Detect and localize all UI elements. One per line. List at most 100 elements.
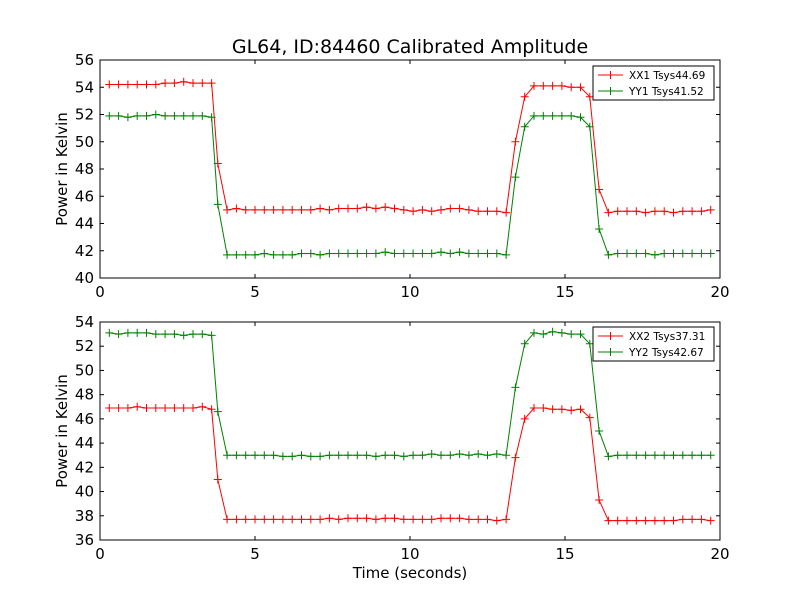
data-point-marker bbox=[232, 451, 241, 460]
data-point-marker bbox=[632, 451, 641, 460]
data-point-marker bbox=[706, 516, 715, 525]
data-point-marker bbox=[223, 515, 232, 524]
data-point-marker bbox=[260, 205, 269, 214]
data-point-marker bbox=[399, 205, 408, 214]
y-tick-label: 52 bbox=[75, 337, 94, 355]
data-point-marker bbox=[269, 250, 278, 259]
data-point-marker bbox=[576, 330, 585, 339]
data-point-marker bbox=[399, 249, 408, 258]
data-point-marker bbox=[437, 248, 445, 257]
data-point-marker bbox=[650, 451, 659, 460]
data-point-marker bbox=[390, 249, 399, 258]
data-point-marker bbox=[455, 204, 464, 213]
data-point-marker bbox=[390, 514, 399, 523]
data-point-marker bbox=[390, 451, 399, 460]
y-tick-label: 40 bbox=[75, 483, 94, 501]
data-point-marker bbox=[418, 205, 427, 214]
data-point-marker bbox=[585, 339, 594, 348]
data-point-marker bbox=[123, 113, 132, 122]
data-point-marker bbox=[548, 111, 557, 120]
data-point-marker bbox=[105, 80, 114, 89]
data-point-marker bbox=[316, 515, 325, 524]
data-point-marker bbox=[223, 451, 232, 460]
data-point-marker bbox=[161, 111, 170, 120]
data-point-marker bbox=[483, 515, 492, 524]
data-point-marker bbox=[585, 122, 594, 131]
data-point-marker bbox=[105, 111, 114, 120]
data-point-marker bbox=[464, 249, 473, 258]
data-point-marker bbox=[189, 79, 197, 88]
data-point-marker bbox=[179, 111, 188, 120]
data-point-marker bbox=[641, 451, 650, 460]
data-point-marker bbox=[133, 328, 142, 337]
data-point-marker bbox=[278, 515, 287, 524]
data-point-marker bbox=[334, 249, 343, 258]
data-point-marker bbox=[437, 205, 445, 214]
data-point-marker bbox=[353, 514, 362, 523]
legend-marker bbox=[606, 348, 615, 356]
data-point-marker bbox=[297, 515, 306, 524]
data-point-marker bbox=[409, 249, 418, 258]
data-point-marker bbox=[632, 249, 641, 258]
data-point-marker bbox=[697, 515, 706, 524]
data-point-marker bbox=[688, 249, 697, 258]
data-point-marker bbox=[437, 451, 445, 460]
y-tick-label: 48 bbox=[75, 160, 94, 178]
data-point-marker bbox=[123, 328, 132, 337]
data-point-marker bbox=[325, 249, 334, 258]
data-point-marker bbox=[502, 250, 511, 259]
data-point-marker bbox=[660, 451, 669, 460]
data-point-marker bbox=[613, 451, 622, 460]
data-point-marker bbox=[678, 249, 687, 258]
data-point-marker bbox=[474, 515, 483, 524]
data-point-marker bbox=[306, 205, 315, 214]
data-point-marker bbox=[179, 403, 188, 412]
data-point-marker bbox=[353, 204, 362, 213]
y-tick-label: 50 bbox=[75, 361, 94, 379]
data-point-marker bbox=[474, 207, 483, 216]
data-point-marker bbox=[114, 80, 123, 89]
data-point-marker bbox=[706, 451, 715, 460]
data-point-marker bbox=[437, 514, 445, 523]
data-point-marker bbox=[288, 205, 297, 214]
data-point-marker bbox=[151, 403, 160, 412]
data-point-marker bbox=[623, 516, 631, 525]
data-point-marker bbox=[381, 514, 390, 523]
data-point-marker bbox=[362, 203, 371, 212]
data-point-marker bbox=[623, 249, 631, 258]
data-point-marker bbox=[105, 403, 114, 412]
x-tick-label: 15 bbox=[555, 283, 574, 301]
data-point-marker bbox=[530, 111, 538, 120]
data-point-marker bbox=[567, 330, 576, 339]
data-point-marker bbox=[455, 514, 464, 523]
data-point-marker bbox=[669, 516, 678, 525]
data-point-marker bbox=[133, 402, 142, 411]
data-point-marker bbox=[697, 451, 706, 460]
data-point-marker bbox=[213, 407, 222, 416]
data-point-marker bbox=[161, 403, 170, 412]
data-point-marker bbox=[142, 80, 151, 89]
data-point-marker bbox=[464, 451, 473, 460]
data-point-marker bbox=[325, 451, 334, 460]
data-point-marker bbox=[179, 77, 188, 86]
x-axis-label: Time (seconds) bbox=[352, 564, 468, 582]
data-point-marker bbox=[548, 81, 557, 90]
data-point-marker bbox=[678, 451, 687, 460]
figure-title: GL64, ID:84460 Calibrated Amplitude bbox=[232, 36, 588, 58]
data-point-marker bbox=[362, 451, 371, 460]
data-point-marker bbox=[650, 516, 659, 525]
x-tick-label: 20 bbox=[710, 283, 729, 301]
data-point-marker bbox=[660, 249, 669, 258]
data-point-marker bbox=[371, 452, 380, 461]
data-point-marker bbox=[520, 414, 529, 423]
data-point-marker bbox=[223, 205, 232, 214]
data-point-marker bbox=[613, 516, 622, 525]
data-point-marker bbox=[660, 516, 669, 525]
top-plot-panel: 0 5 10 15 20 40 42 44 46 48 50 52 54 56 Power in Kelvi… bbox=[53, 51, 730, 301]
data-point-marker bbox=[207, 405, 216, 414]
data-point-marker bbox=[492, 516, 501, 525]
data-point-marker bbox=[251, 451, 259, 460]
y-axis-label: Power in Kelvin bbox=[53, 374, 71, 488]
data-point-marker bbox=[381, 248, 390, 257]
y-tick-label: 42 bbox=[75, 242, 94, 260]
